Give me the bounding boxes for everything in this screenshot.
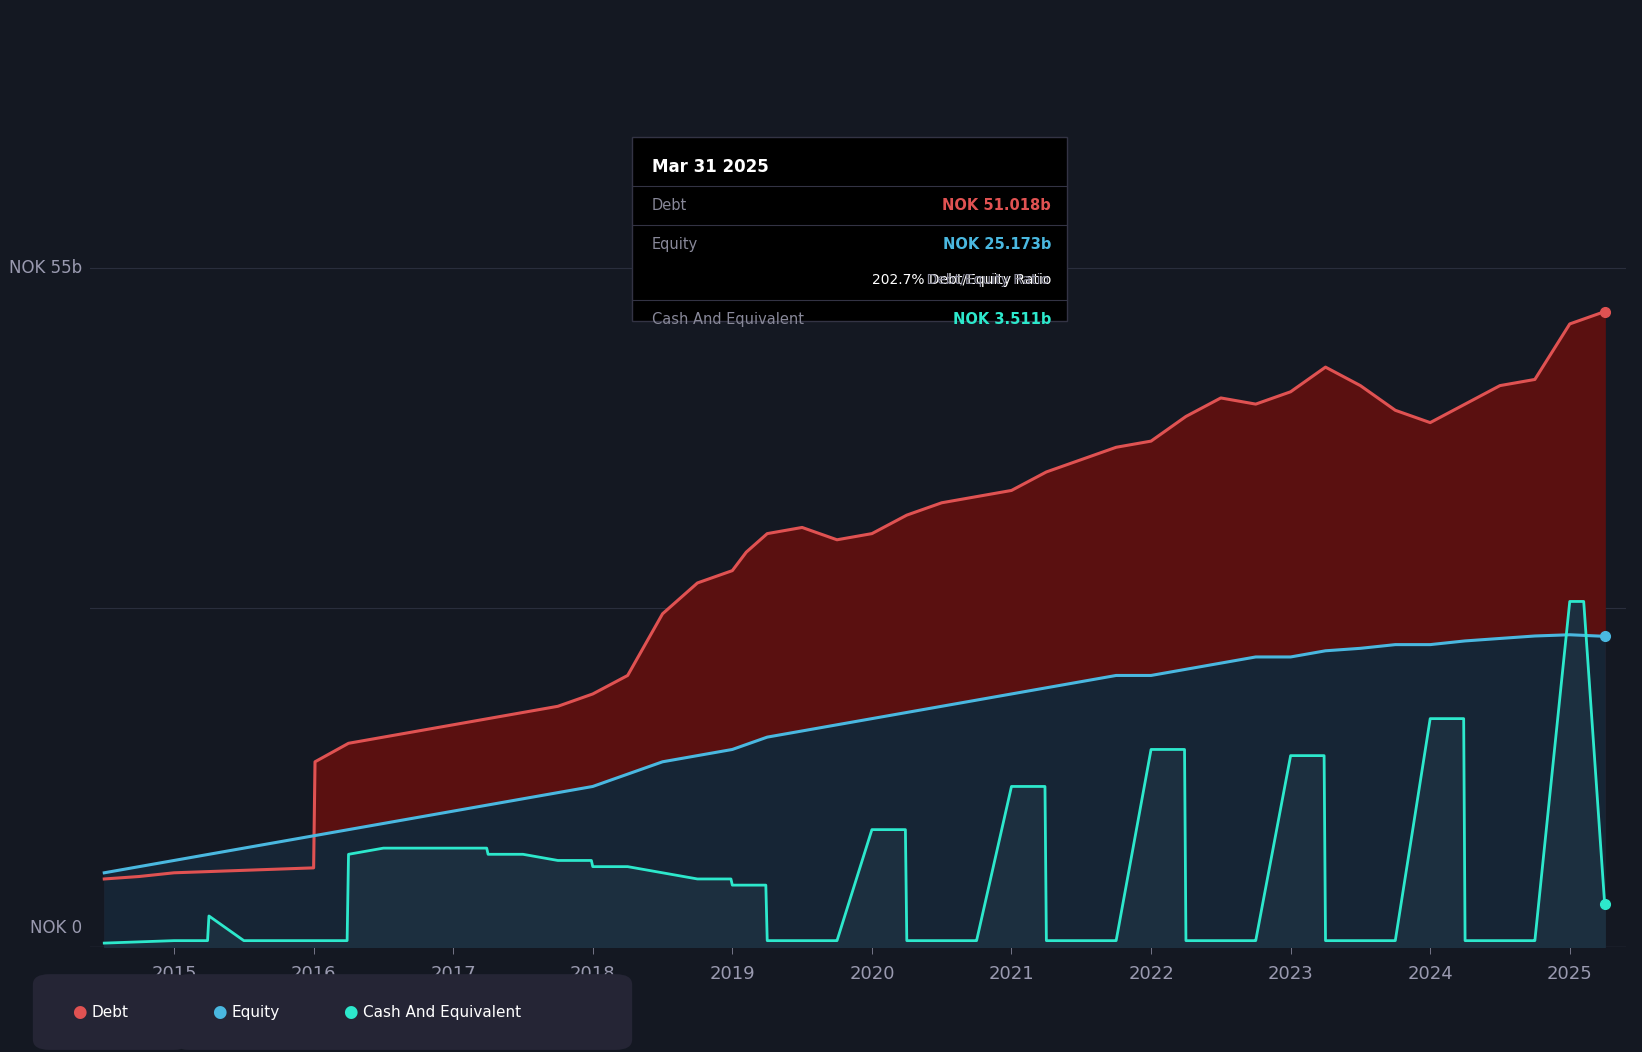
Text: NOK 25.173b: NOK 25.173b <box>943 238 1051 252</box>
Text: Debt: Debt <box>652 198 686 214</box>
Text: ●: ● <box>212 1003 227 1021</box>
Text: NOK 51.018b: NOK 51.018b <box>943 198 1051 214</box>
Text: NOK 3.511b: NOK 3.511b <box>952 311 1051 326</box>
Text: Cash And Equivalent: Cash And Equivalent <box>652 311 805 326</box>
Text: Cash And Equivalent: Cash And Equivalent <box>363 1005 521 1019</box>
Text: NOK 55b: NOK 55b <box>8 260 82 278</box>
Text: ●: ● <box>72 1003 87 1021</box>
Text: Mar 31 2025: Mar 31 2025 <box>652 158 768 176</box>
Text: 202.7% Debt/Equity Ratio: 202.7% Debt/Equity Ratio <box>872 274 1051 287</box>
Text: Equity: Equity <box>232 1005 279 1019</box>
Text: Debt: Debt <box>92 1005 130 1019</box>
Text: Equity: Equity <box>652 238 698 252</box>
Text: Debt/Equity Ratio: Debt/Equity Ratio <box>839 274 1049 287</box>
Text: NOK 0: NOK 0 <box>30 919 82 937</box>
Text: ●: ● <box>343 1003 358 1021</box>
